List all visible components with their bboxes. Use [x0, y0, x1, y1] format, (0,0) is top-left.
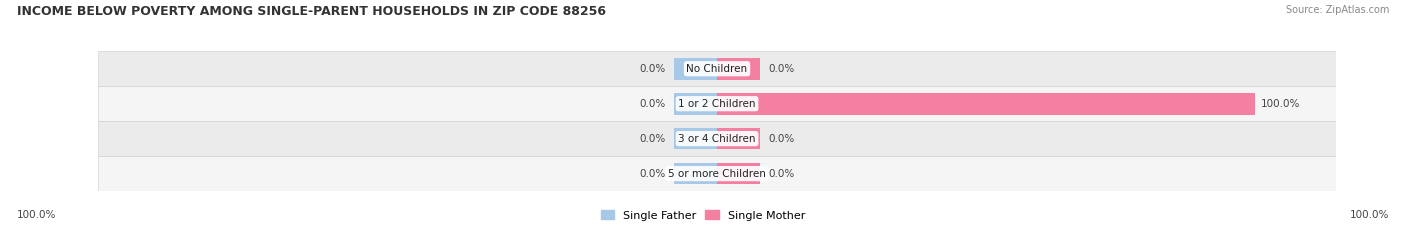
Text: 5 or more Children: 5 or more Children: [668, 169, 766, 178]
Text: Source: ZipAtlas.com: Source: ZipAtlas.com: [1285, 5, 1389, 15]
Bar: [98, 86, 1336, 121]
Text: 0.0%: 0.0%: [640, 169, 666, 178]
Bar: [673, 163, 717, 185]
Text: 100.0%: 100.0%: [1350, 210, 1389, 220]
Text: 1 or 2 Children: 1 or 2 Children: [678, 99, 756, 109]
Bar: [717, 93, 1256, 114]
Bar: [98, 121, 1336, 156]
Text: 0.0%: 0.0%: [640, 134, 666, 144]
Bar: [98, 51, 1336, 86]
Text: 0.0%: 0.0%: [640, 64, 666, 74]
Legend: Single Father, Single Mother: Single Father, Single Mother: [596, 206, 810, 225]
Text: 0.0%: 0.0%: [768, 64, 794, 74]
Bar: [717, 128, 761, 150]
Text: 0.0%: 0.0%: [768, 134, 794, 144]
Bar: [717, 58, 761, 80]
Text: 3 or 4 Children: 3 or 4 Children: [678, 134, 756, 144]
Bar: [673, 128, 717, 150]
Text: 100.0%: 100.0%: [17, 210, 56, 220]
Bar: [98, 156, 1336, 191]
Bar: [673, 58, 717, 80]
Bar: [717, 163, 761, 185]
Bar: [673, 93, 717, 114]
Text: 100.0%: 100.0%: [1260, 99, 1299, 109]
Text: 0.0%: 0.0%: [768, 169, 794, 178]
Text: INCOME BELOW POVERTY AMONG SINGLE-PARENT HOUSEHOLDS IN ZIP CODE 88256: INCOME BELOW POVERTY AMONG SINGLE-PARENT…: [17, 5, 606, 18]
Text: No Children: No Children: [686, 64, 748, 74]
Text: 0.0%: 0.0%: [640, 99, 666, 109]
